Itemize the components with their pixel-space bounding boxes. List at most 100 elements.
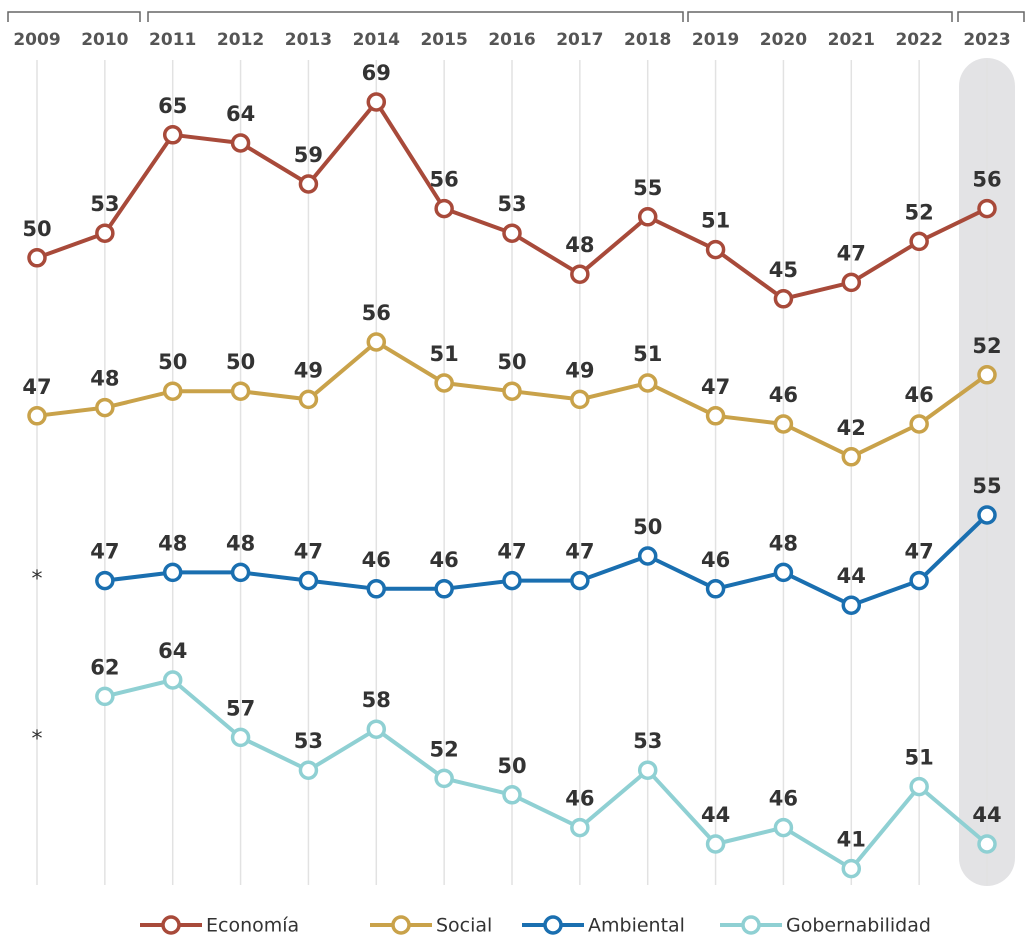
data-point [977, 198, 997, 219]
data-point [230, 133, 251, 153]
data-point [570, 570, 590, 591]
data-point [27, 406, 47, 426]
data-label: 51 [701, 209, 730, 233]
data-point [841, 595, 862, 615]
data-point [95, 686, 115, 707]
data-point [909, 414, 929, 434]
data-label: 46 [362, 548, 391, 572]
data-point [95, 223, 115, 243]
data-label: 50 [497, 754, 526, 778]
data-point [298, 389, 319, 410]
x-tick-label: 2017 [556, 30, 603, 50]
x-tick-label: 2011 [149, 30, 196, 50]
data-label: 55 [633, 176, 662, 200]
data-label: 48 [226, 531, 255, 555]
data-label: 51 [430, 342, 459, 366]
data-label: 53 [633, 729, 662, 753]
data-label: 48 [565, 233, 594, 257]
legend-marker [161, 915, 181, 935]
data-point [434, 579, 454, 599]
x-tick-label: 2009 [13, 30, 60, 50]
data-label: 65 [158, 94, 187, 118]
data-point [705, 834, 726, 854]
data-label: 47 [22, 375, 51, 399]
data-point [909, 231, 929, 252]
legend-label: Gobernabilidad [786, 915, 931, 937]
data-point [841, 272, 862, 293]
legend-marker [543, 915, 563, 935]
data-label: 47 [565, 540, 594, 564]
data-point [27, 248, 47, 268]
data-point [570, 264, 590, 284]
data-point [162, 670, 183, 690]
data-point [773, 817, 794, 838]
data-point [977, 505, 997, 525]
x-tick-label: 2014 [353, 30, 400, 50]
data-label: 45 [769, 258, 798, 282]
data-label: 46 [769, 787, 798, 811]
x-tick-label: 2018 [624, 30, 671, 50]
x-tick-label: 2020 [760, 30, 807, 50]
data-point [434, 768, 454, 789]
data-point [570, 817, 590, 838]
data-point [773, 289, 794, 309]
data-point [705, 406, 726, 426]
data-point [637, 373, 658, 393]
data-label: 42 [837, 416, 866, 440]
data-label: 57 [226, 696, 255, 720]
data-point [841, 447, 862, 467]
data-label: 47 [905, 540, 934, 564]
data-label: 46 [701, 548, 730, 572]
data-point [434, 198, 454, 219]
data-label: 53 [90, 192, 119, 216]
data-point [841, 858, 862, 879]
data-label: 46 [769, 383, 798, 407]
data-point [162, 562, 183, 583]
data-label: 47 [701, 375, 730, 399]
series-line [104, 513, 989, 608]
data-label: 62 [90, 655, 119, 679]
data-point [162, 381, 183, 401]
x-tick-label: 2010 [81, 30, 128, 50]
data-label: 52 [972, 334, 1001, 358]
data-label: 41 [837, 828, 866, 852]
data-label: 53 [294, 729, 323, 753]
data-point [637, 546, 658, 566]
data-label: 52 [905, 200, 934, 224]
x-tick-label: 2012 [217, 30, 264, 50]
data-point [637, 760, 658, 780]
legend-label: Ambiental [588, 915, 685, 937]
data-label: 55 [972, 474, 1001, 498]
data-label: 50 [158, 350, 187, 374]
data-label: 64 [158, 639, 187, 663]
data-label: 51 [905, 746, 934, 770]
data-point [230, 562, 251, 583]
data-label: 48 [158, 531, 187, 555]
x-tick-label: 2016 [488, 30, 535, 50]
data-point [502, 785, 522, 805]
data-label: 47 [837, 241, 866, 265]
data-label: 49 [565, 358, 594, 382]
missing-marker: * [32, 727, 43, 752]
data-point [637, 207, 658, 227]
data-point [230, 727, 251, 748]
data-point [773, 414, 794, 434]
x-tick-label: 2021 [828, 30, 875, 50]
data-label: 69 [362, 61, 391, 85]
data-point [298, 174, 319, 194]
data-point [298, 570, 319, 591]
legend-label: Economía [206, 915, 299, 937]
data-label: 47 [497, 540, 526, 564]
data-label: 44 [972, 803, 1001, 827]
data-point [95, 570, 115, 591]
x-tick-label: 2015 [420, 30, 467, 50]
legend-marker [741, 915, 761, 935]
data-point [773, 562, 794, 583]
data-point [977, 834, 997, 854]
data-label: 50 [226, 350, 255, 374]
x-tick-label: 2013 [285, 30, 332, 50]
x-tick-label: 2019 [692, 30, 739, 50]
data-point [366, 719, 387, 739]
data-point [298, 760, 319, 780]
data-point [230, 381, 251, 401]
